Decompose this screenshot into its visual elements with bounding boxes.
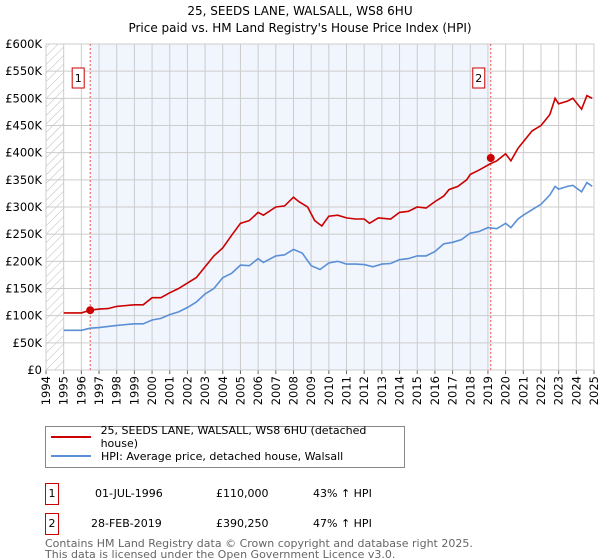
y-tick-label: £150K [5, 282, 42, 296]
x-tick-label: 2007 [269, 376, 283, 405]
x-tick-label: 2013 [375, 376, 389, 405]
x-tick-label: 2015 [410, 376, 424, 405]
x-tick-label: 2023 [552, 376, 566, 405]
y-tick-label: £550K [5, 64, 42, 78]
legend-label: HPI: Average price, detached house, Wals… [101, 449, 344, 463]
x-tick-label: 2005 [233, 376, 247, 405]
y-tick-label: £500K [5, 91, 42, 105]
legend-item-hpi: HPI: Average price, detached house, Wals… [51, 447, 343, 465]
sale-price: £110,000 [216, 487, 269, 500]
x-tick-label: 2012 [357, 376, 371, 405]
x-tick-label: 2010 [322, 376, 336, 405]
x-tick-label: 2022 [534, 376, 548, 405]
y-tick-label: £450K [5, 119, 42, 133]
sale-price: £390,250 [216, 517, 269, 530]
sale-hpi: 43% ↑ HPI [313, 487, 372, 500]
legend: 25, SEEDS LANE, WALSALL, WS8 6HU (detach… [45, 424, 405, 468]
x-tick-label: 1995 [57, 376, 71, 405]
legend-swatch-blue [51, 455, 91, 457]
sale-date: 01-JUL-1996 [95, 487, 163, 500]
y-tick-label: £0 [27, 363, 42, 377]
hpi-line [63, 181, 593, 332]
sale-label-text: 2 [475, 72, 482, 85]
sale-date: 28-FEB-2019 [91, 517, 162, 530]
y-tick-label: £100K [5, 309, 42, 323]
legend-label: 25, SEEDS LANE, WALSALL, WS8 6HU (detach… [100, 424, 367, 450]
sale-point [86, 306, 95, 315]
y-tick-label: £50K [13, 336, 43, 350]
y-tick-label: £350K [5, 173, 42, 187]
x-tick-label: 1997 [92, 376, 106, 405]
x-tick-label: 2020 [499, 376, 513, 405]
footer: Contains HM Land Registry data © Crown c… [45, 538, 473, 560]
x-tick-label: 2024 [569, 376, 583, 405]
x-tick-label: 2019 [481, 376, 495, 405]
price-chart: 25, SEEDS LANE, WALSALL, WS8 6HU Price p… [5, 4, 600, 405]
sale-marker-label: 2 [45, 513, 59, 535]
sale-hpi: 47% ↑ HPI [313, 517, 372, 530]
y-tick-label: £300K [5, 200, 42, 214]
x-tick-label: 1998 [110, 376, 124, 405]
footer-copyright: Contains HM Land Registry data © Crown c… [45, 537, 473, 550]
y-tick-label: £400K [5, 146, 42, 160]
legend-item-property: 25, SEEDS LANE, WALSALL, WS8 6HU (detach… [51, 424, 404, 450]
x-tick-label: 1994 [39, 376, 53, 405]
x-tick-label: 2002 [180, 376, 194, 405]
x-tick-label: 2000 [145, 376, 159, 405]
x-tick-label: 1999 [127, 376, 141, 405]
footer-licence: This data is licensed under the Open Gov… [45, 548, 396, 560]
x-tick-label: 2014 [393, 376, 407, 405]
sale-label-box [71, 67, 85, 89]
sale-row: 2 28-FEB-2019 £390,250 47% ↑ HPI [45, 513, 465, 535]
chart-title: 25, SEEDS LANE, WALSALL, WS8 6HU [187, 4, 412, 18]
plot-frame [45, 43, 595, 371]
x-tick-label: 2009 [304, 376, 318, 405]
x-tick-label: 2018 [463, 376, 477, 405]
sale-row: 1 01-JUL-1996 £110,000 43% ↑ HPI [45, 483, 465, 505]
sale-point [486, 153, 495, 162]
sale-marker-label: 1 [45, 483, 59, 505]
x-tick-label: 2004 [216, 376, 230, 405]
y-tick-label: £200K [5, 254, 42, 268]
x-tick-label: 2017 [446, 376, 460, 405]
x-tick-label: 2025 [587, 376, 600, 405]
sale-label-text: 1 [75, 72, 82, 85]
chart-subtitle: Price paid vs. HM Land Registry's House … [128, 21, 471, 35]
x-tick-label: 2003 [198, 376, 212, 405]
y-tick-label: £250K [5, 227, 42, 241]
x-tick-label: 2008 [286, 376, 300, 405]
x-tick-label: 2021 [516, 376, 530, 405]
sale-label-box [472, 67, 486, 89]
x-tick-label: 2001 [163, 376, 177, 405]
x-tick-label: 2011 [340, 376, 354, 405]
legend-swatch-red [51, 436, 91, 438]
x-tick-label: 1996 [74, 376, 88, 405]
x-tick-label: 2006 [251, 376, 265, 405]
x-tick-label: 2016 [428, 376, 442, 405]
property-price-line [63, 94, 593, 314]
y-tick-label: £600K [5, 37, 42, 51]
